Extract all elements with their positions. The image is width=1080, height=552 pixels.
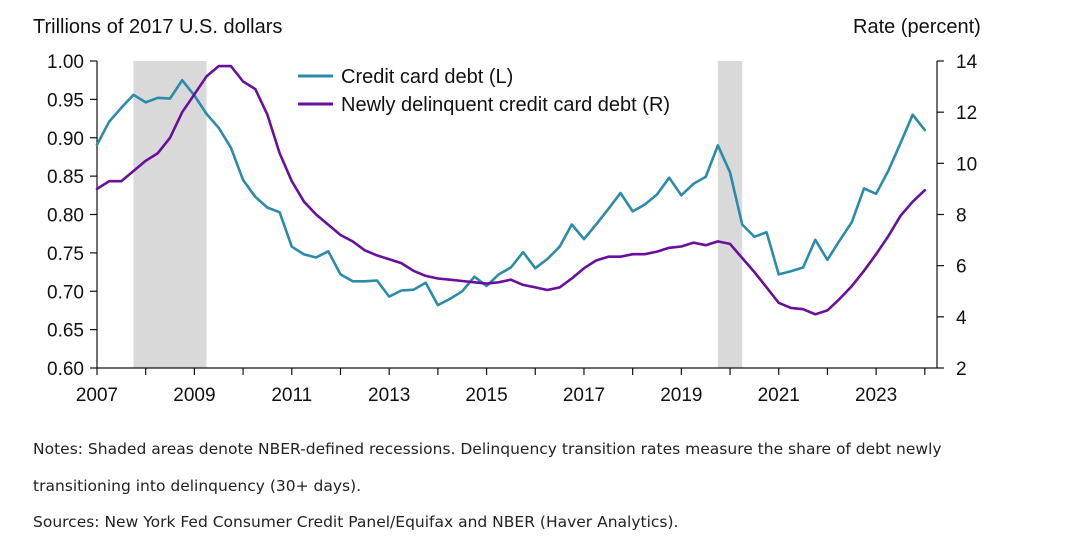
tick-marks: [90, 60, 944, 375]
right-axis-title: Rate (percent): [853, 16, 981, 38]
right-tick-label: 8: [956, 206, 967, 227]
x-tick-label: 2011: [271, 385, 312, 406]
left-tick-label: 0.80: [47, 206, 84, 227]
left-tick-label: 0.95: [47, 90, 84, 111]
x-tick-label: 2007: [76, 385, 118, 406]
x-tick-label: 2019: [660, 385, 702, 406]
left-tick-label: 0.90: [47, 129, 84, 150]
x-tick-label: 2015: [465, 385, 507, 406]
left-tick-label: 0.60: [47, 359, 84, 380]
left-tick-label: 0.85: [47, 167, 84, 188]
recession-bands: [133, 61, 743, 368]
x-tick-label: 2017: [563, 385, 605, 406]
legend: Credit card debt (L) Newly delinquent cr…: [298, 66, 670, 116]
left-tick-label: 0.65: [47, 321, 84, 342]
right-tick-label: 4: [956, 308, 967, 329]
notes-sources: Sources: New York Fed Consumer Credit Pa…: [33, 513, 679, 531]
left-tick-label: 1.00: [47, 52, 84, 73]
series-lines: [95, 64, 927, 316]
x-tick-label: 2021: [758, 385, 800, 406]
legend-label-newly-delinquent: Newly delinquent credit card debt (R): [341, 94, 670, 116]
right-tick-label: 10: [956, 154, 977, 175]
x-tick-label: 2009: [173, 385, 215, 406]
series-line-newly-delinquent: [95, 64, 927, 316]
right-tick-label: 12: [956, 103, 977, 124]
tick-labels: 0.60 0.65 0.70 0.75 0.80 0.85 0.90 0.95 1.00 2 4 6 8…: [47, 52, 978, 406]
left-tick-label: 0.70: [47, 282, 84, 303]
line-chart: 0.60 0.65 0.70 0.75 0.80 0.85 0.90 0.95 1.00 2 4 6 8…: [33, 16, 981, 406]
notes-line-2: transitioning into delinquency (30+ days…: [33, 477, 362, 495]
series-line-credit-card-debt: [95, 78, 927, 307]
right-tick-label: 2: [956, 359, 967, 380]
left-axis-title: Trillions of 2017 U.S. dollars: [33, 16, 282, 38]
x-tick-label: 2023: [855, 385, 897, 406]
legend-label-credit-card-debt: Credit card debt (L): [341, 66, 513, 88]
left-tick-label: 0.75: [47, 244, 84, 265]
right-tick-label: 6: [956, 257, 967, 278]
notes-line-1: Notes: Shaded areas denote NBER-defined …: [33, 440, 942, 458]
recession-band: [717, 61, 743, 368]
x-tick-label: 2013: [368, 385, 410, 406]
recession-band: [133, 61, 207, 368]
right-tick-label: 14: [956, 52, 978, 73]
